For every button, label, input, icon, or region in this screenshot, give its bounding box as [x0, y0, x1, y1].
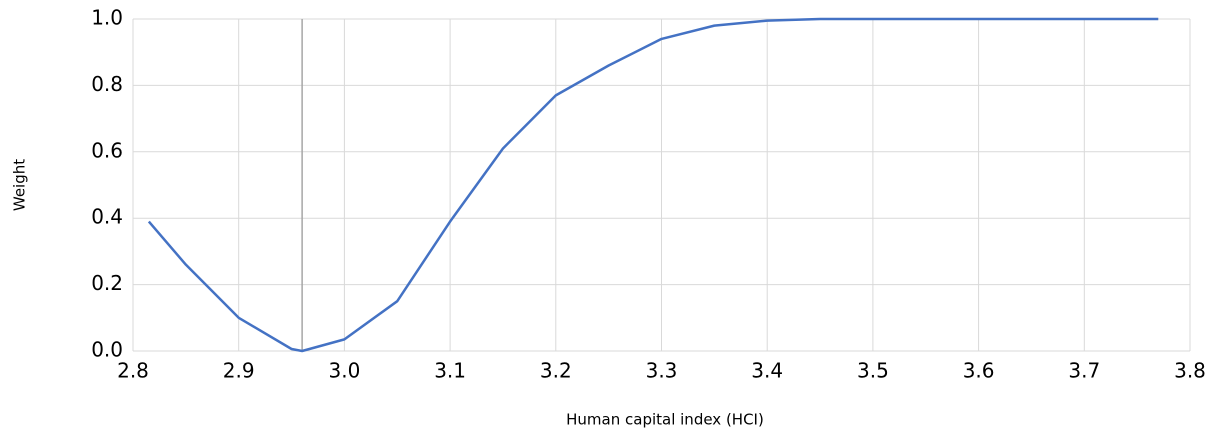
x-tick-label: 3.3: [646, 359, 678, 383]
x-tick-label: 3.0: [328, 359, 360, 383]
y-tick-label: 0.4: [91, 205, 123, 229]
x-tick-label: 3.5: [857, 359, 889, 383]
x-tick-label: 3.7: [1068, 359, 1100, 383]
data-line: [147, 17, 1159, 353]
x-tick-label: 3.4: [751, 359, 783, 383]
x-tick-label: 2.8: [117, 359, 149, 383]
y-axis-label: Weight: [11, 159, 29, 211]
y-tick-label: 1.0: [91, 6, 123, 30]
y-tick-label: 0.2: [91, 271, 123, 295]
x-tick-label: 2.9: [223, 359, 255, 383]
x-tick-label: 3.6: [963, 359, 995, 383]
x-tick-label: 3.1: [434, 359, 466, 383]
x-axis-label: Human capital index (HCI): [566, 411, 764, 429]
x-tick-label: 3.8: [1174, 359, 1206, 383]
y-tick-label: 0.0: [91, 338, 123, 362]
y-tick-label: 0.8: [91, 72, 123, 96]
y-tick-label: 0.6: [91, 138, 123, 162]
x-tick-label: 3.2: [540, 359, 572, 383]
